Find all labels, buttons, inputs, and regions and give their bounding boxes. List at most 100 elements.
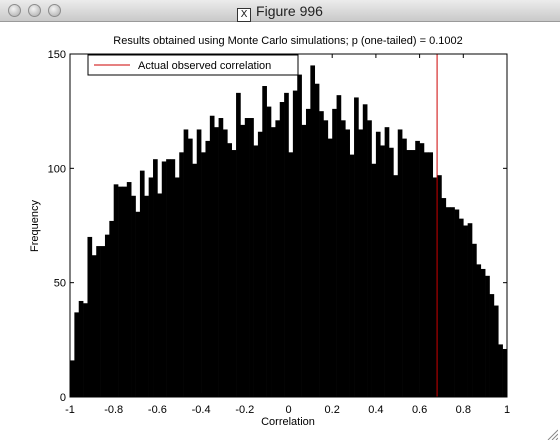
histogram-bar xyxy=(489,294,495,397)
histogram-bar xyxy=(183,129,189,397)
histogram-bar xyxy=(323,120,329,398)
histogram-bar xyxy=(297,74,302,397)
histogram-bar xyxy=(485,275,490,397)
x-tick-label: 0.2 xyxy=(325,404,340,416)
legend-entry-observed: Actual observed correlation xyxy=(138,60,271,72)
histogram-bar xyxy=(472,243,477,397)
resize-grip-icon[interactable] xyxy=(546,428,558,440)
histogram-bar xyxy=(100,246,106,397)
histogram-bar xyxy=(174,177,180,397)
histogram-bar xyxy=(262,86,267,397)
histogram-bar xyxy=(493,305,499,397)
histogram-bar xyxy=(476,264,482,397)
histogram-bar xyxy=(244,118,250,397)
histogram-bar xyxy=(375,131,381,397)
x-tick-label: 0.4 xyxy=(368,404,383,416)
histogram-bar xyxy=(179,152,184,397)
close-window-button[interactable] xyxy=(8,4,21,17)
x-tick-label: -1 xyxy=(65,404,75,416)
window-title-area: X Figure 996 xyxy=(0,2,560,22)
histogram-bar xyxy=(441,198,447,397)
y-axis-label: Frequency xyxy=(29,200,41,252)
x-tick-label: -0.2 xyxy=(235,404,254,416)
histogram-bar xyxy=(122,186,128,397)
histogram-bar xyxy=(157,193,163,397)
histogram-bar xyxy=(96,246,101,397)
histogram-bar xyxy=(332,108,337,397)
histogram-bar xyxy=(240,124,246,398)
x-axis-ticks: -1 -0.8 -0.6 -0.4 -0.2 0 0.2 0.4 0.6 0.8 1 xyxy=(65,54,510,416)
histogram-bar xyxy=(314,83,320,397)
histogram-bar xyxy=(292,90,298,397)
histogram-bar xyxy=(389,147,394,397)
histogram-bar xyxy=(310,65,316,397)
histogram-bar xyxy=(428,152,434,397)
y-tick-label: 50 xyxy=(54,278,66,290)
histogram-bar xyxy=(131,195,136,397)
histogram-bar xyxy=(284,92,289,397)
y-tick-label: 100 xyxy=(48,163,66,175)
histogram-bar xyxy=(148,177,154,397)
histogram-bar xyxy=(301,124,307,398)
histogram-bar xyxy=(498,344,503,397)
x-tick-label: -0.8 xyxy=(104,404,123,416)
histogram-bar xyxy=(432,177,438,397)
histogram-bar xyxy=(458,218,464,397)
y-tick-label: 0 xyxy=(60,392,66,404)
histogram-bar xyxy=(450,207,455,397)
histogram-bar xyxy=(384,127,390,397)
x-tick-label: 0.8 xyxy=(456,404,471,416)
histogram-bar xyxy=(275,120,281,398)
histogram-bar xyxy=(201,152,206,397)
histogram-bar xyxy=(415,140,420,397)
histogram-bar xyxy=(209,115,215,398)
histogram-bar xyxy=(463,225,468,397)
histogram-bar xyxy=(91,255,97,397)
histogram-bar xyxy=(231,150,237,397)
chart-title: Results obtained using Monte Carlo simul… xyxy=(113,35,462,47)
histogram-bar xyxy=(288,152,294,397)
histogram-bar xyxy=(467,223,473,397)
histogram-bar xyxy=(445,207,451,397)
histogram-bar xyxy=(70,360,75,397)
legend-box xyxy=(87,54,299,76)
histogram-bar xyxy=(371,163,377,397)
histogram-bar xyxy=(393,175,399,397)
y-tick-label: 150 xyxy=(48,49,66,61)
histogram-bar xyxy=(454,209,460,397)
histogram-bar xyxy=(319,111,324,398)
histogram-bar xyxy=(144,195,149,397)
legend[interactable]: Actual observed correlation xyxy=(87,54,299,76)
histogram-bar xyxy=(336,95,342,397)
histogram-bar xyxy=(218,118,224,397)
histogram-bar xyxy=(192,163,198,397)
histogram-bar xyxy=(327,138,333,397)
histogram-bar xyxy=(305,108,311,397)
x-axis-label: Correlation xyxy=(261,416,315,428)
histogram-bar xyxy=(437,175,442,397)
histogram-bar xyxy=(161,161,167,397)
histogram-bar xyxy=(397,129,403,397)
histogram-bar xyxy=(402,138,407,397)
histogram-bar xyxy=(166,159,171,397)
histogram-bars xyxy=(70,65,508,398)
histogram-bar xyxy=(249,118,254,397)
histogram-bar xyxy=(380,145,385,397)
histogram-bar xyxy=(279,102,285,398)
histogram-bar xyxy=(362,104,368,397)
histogram-bar xyxy=(271,127,276,397)
title-bar: X Figure 996 xyxy=(0,0,560,22)
histogram-bar xyxy=(83,303,88,397)
histogram-bar xyxy=(253,145,259,397)
histogram-bar xyxy=(187,138,193,397)
histogram-bar xyxy=(406,150,412,397)
histogram-bar xyxy=(367,120,372,398)
x-tick-label: 1 xyxy=(504,404,510,416)
x11-icon: X xyxy=(237,8,252,22)
minimize-window-button[interactable] xyxy=(28,4,41,17)
histogram-bar xyxy=(266,106,272,398)
zoom-window-button[interactable] xyxy=(48,4,61,17)
histogram-bar xyxy=(257,131,263,397)
y-axis-ticks: 0 50 100 150 xyxy=(48,49,507,404)
